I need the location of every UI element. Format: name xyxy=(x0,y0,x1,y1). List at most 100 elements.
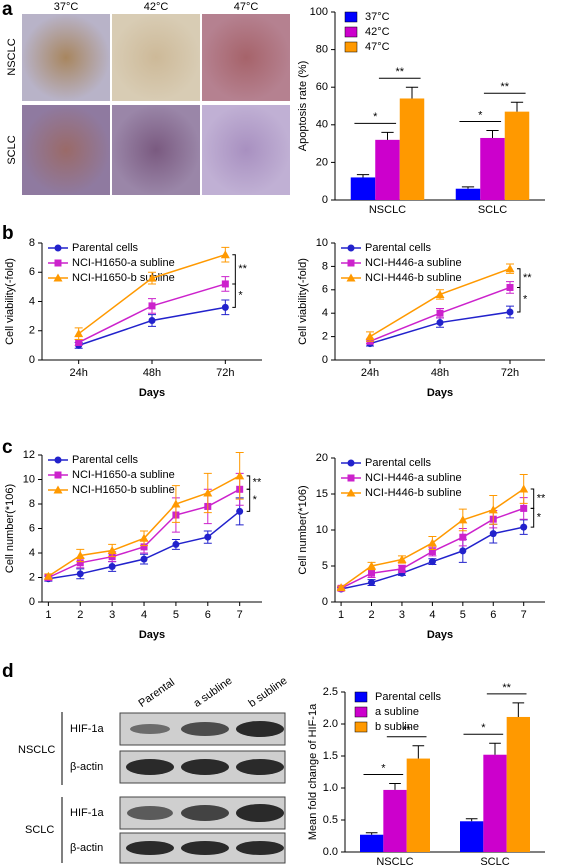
x-tick-label: NSCLC xyxy=(369,204,406,216)
y-tick-label: 80 xyxy=(316,44,328,56)
x-axis-title: Days xyxy=(139,629,165,641)
marker xyxy=(505,264,515,273)
marker xyxy=(139,533,149,542)
lane-label: Parental xyxy=(137,677,177,710)
band-label: HIF-1a xyxy=(70,807,105,819)
row-label: NSCLC xyxy=(6,38,18,75)
marker xyxy=(75,550,85,559)
marker xyxy=(506,283,514,291)
significance-label: ** xyxy=(537,493,546,505)
legend-swatch xyxy=(344,41,358,53)
marker xyxy=(346,273,356,282)
significance-bracket xyxy=(517,286,521,313)
micrograph xyxy=(112,105,200,195)
legend-label: NCI-H446-b subline xyxy=(365,272,462,284)
error-bar xyxy=(510,101,524,112)
error-bar xyxy=(356,174,370,178)
marker xyxy=(435,289,445,298)
significance-bracket xyxy=(246,488,251,512)
x-tick-label: 1 xyxy=(338,609,344,621)
micrograph xyxy=(22,14,110,101)
marker xyxy=(520,504,528,512)
x-tick-label: 7 xyxy=(237,609,243,621)
y-tick-label: 1.0 xyxy=(323,782,338,794)
marker xyxy=(347,459,355,467)
significance-label: ** xyxy=(395,66,404,78)
micrographs: 37°C 42°C 47°C NSCLC SCLC xyxy=(6,1,290,195)
y-tick-label: 100 xyxy=(310,6,328,18)
x-tick-label: 3 xyxy=(109,609,115,621)
band xyxy=(126,759,174,775)
legend-label: NCI-H446-a subline xyxy=(365,257,462,269)
legend-label: Parental cells xyxy=(375,691,442,703)
band xyxy=(236,759,284,775)
band-label: β-actin xyxy=(70,842,103,854)
legend-swatch xyxy=(354,721,368,733)
panel-label: c xyxy=(2,437,13,458)
y-axis-title: Cell viability(-fold) xyxy=(297,258,309,345)
y-tick-label: 4 xyxy=(29,547,35,559)
y-tick-label: 10 xyxy=(23,473,35,485)
marker xyxy=(76,570,84,578)
bar xyxy=(383,789,407,852)
y-tick-label: 4 xyxy=(322,307,328,319)
significance-bracket xyxy=(246,475,251,490)
y-tick-label: 20 xyxy=(316,452,328,464)
marker xyxy=(54,471,62,479)
micrograph xyxy=(202,14,290,101)
y-tick-label: 0 xyxy=(322,354,328,366)
marker xyxy=(436,319,444,327)
x-tick-label: 72h xyxy=(501,367,519,379)
bar xyxy=(455,188,481,200)
band xyxy=(236,841,284,855)
marker xyxy=(459,533,467,541)
band xyxy=(181,722,229,736)
significance-label: ** xyxy=(500,81,509,93)
group-label: SCLC xyxy=(25,824,54,836)
legend-label: NCI-H446-a subline xyxy=(365,472,462,484)
legend-label: 47°C xyxy=(365,41,390,53)
group-label: NSCLC xyxy=(18,744,55,756)
significance-label: ** xyxy=(253,476,262,488)
y-axis-title: Mean fold change of HIF-1a xyxy=(307,703,319,840)
y-tick-label: 0 xyxy=(29,596,35,608)
x-tick-label: 2 xyxy=(77,609,83,621)
legend-label: Parental cells xyxy=(365,242,432,254)
bar xyxy=(506,716,530,852)
marker xyxy=(235,471,245,480)
y-tick-label: 6 xyxy=(29,266,35,278)
x-tick-label: 1 xyxy=(45,609,51,621)
y-tick-label: 0.5 xyxy=(323,814,338,826)
error-bar xyxy=(512,702,525,717)
panel-label: b xyxy=(2,223,14,244)
y-tick-label: 0 xyxy=(322,596,328,608)
marker xyxy=(140,555,148,563)
x-tick-label: 4 xyxy=(141,609,147,621)
x-tick-label: 24h xyxy=(361,367,379,379)
marker xyxy=(172,540,180,548)
x-tick-label: 7 xyxy=(521,609,527,621)
marker xyxy=(221,280,229,288)
column-label: 37°C xyxy=(54,1,79,13)
y-tick-label: 2 xyxy=(29,571,35,583)
band xyxy=(181,759,229,775)
marker xyxy=(75,338,83,346)
marker xyxy=(367,561,377,570)
band xyxy=(181,841,229,855)
y-tick-label: 20 xyxy=(316,156,328,168)
micrograph xyxy=(202,105,290,195)
y-tick-label: 0 xyxy=(29,354,35,366)
marker xyxy=(107,546,117,555)
column-label: 42°C xyxy=(144,1,169,13)
marker xyxy=(148,302,156,310)
marker xyxy=(43,571,53,580)
legend-swatch xyxy=(344,26,358,38)
significance-label: ** xyxy=(502,682,511,694)
significance-bracket xyxy=(232,283,236,308)
significance-label: ** xyxy=(238,263,247,275)
micrograph xyxy=(112,14,200,101)
error-bar xyxy=(461,186,475,189)
legend-label: a subline xyxy=(375,706,419,718)
x-tick-label: 72h xyxy=(216,367,234,379)
